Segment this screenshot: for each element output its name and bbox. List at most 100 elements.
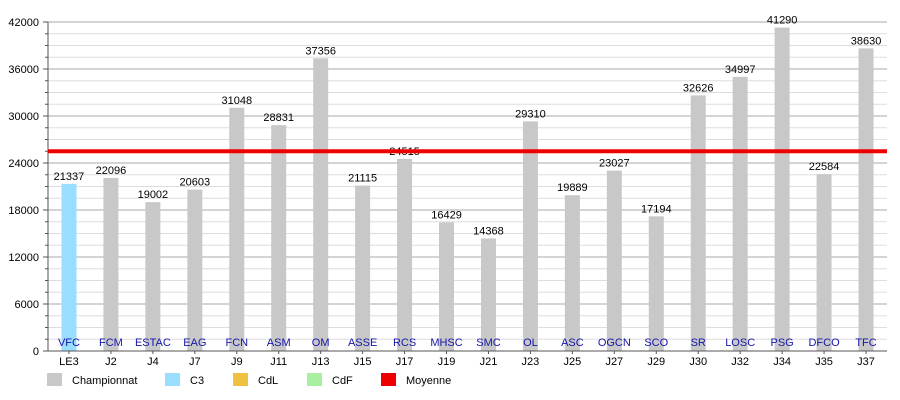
bar bbox=[439, 222, 455, 351]
team-label: EAG bbox=[183, 337, 206, 349]
bar bbox=[732, 76, 748, 351]
legend-swatch bbox=[307, 373, 322, 386]
x-tick-label: J35 bbox=[815, 356, 833, 368]
data-label: 19002 bbox=[138, 189, 169, 201]
data-label: 38630 bbox=[851, 35, 882, 47]
x-tick-label: J37 bbox=[857, 356, 875, 368]
team-label: ASC bbox=[561, 337, 584, 349]
data-label: 22096 bbox=[96, 165, 127, 177]
x-axis: LE3 J2 J4 J7 J9 J11 J13 J15 J17 J19 J21 J23 J25 J27 J2… bbox=[48, 350, 887, 368]
data-label: 37356 bbox=[305, 45, 336, 57]
bar bbox=[606, 170, 622, 351]
team-label: PSG bbox=[771, 337, 794, 349]
bar bbox=[397, 158, 413, 351]
data-label: 21337 bbox=[54, 171, 85, 183]
bar bbox=[187, 189, 203, 351]
x-tick-label: J34 bbox=[773, 356, 791, 368]
legend-swatch bbox=[381, 373, 396, 386]
legend-swatch bbox=[233, 373, 248, 386]
x-tick-label: J25 bbox=[564, 356, 582, 368]
bar bbox=[313, 58, 329, 352]
bar bbox=[564, 195, 580, 351]
legend-label: Moyenne bbox=[406, 375, 451, 387]
data-label: 22584 bbox=[809, 161, 840, 173]
x-tick-label: J2 bbox=[105, 356, 117, 368]
team-label: FCN bbox=[225, 337, 248, 349]
x-tick-label: J30 bbox=[689, 356, 707, 368]
team-label: OGCN bbox=[598, 337, 631, 349]
team-label: ASSE bbox=[348, 337, 377, 349]
data-label: 19889 bbox=[557, 182, 588, 194]
bar bbox=[229, 107, 245, 351]
data-label: 14368 bbox=[473, 225, 504, 237]
team-label: SMC bbox=[476, 337, 501, 349]
bar bbox=[480, 238, 496, 351]
bars: 21337 VFC 22096 FCM 19002 ESTAC 20603 EAG 31048 F… bbox=[54, 15, 882, 352]
data-label: 21115 bbox=[348, 173, 377, 185]
grid-lines bbox=[48, 21, 887, 352]
x-tick-label: LE3 bbox=[59, 356, 79, 368]
team-label: SR bbox=[691, 337, 706, 349]
data-label: 16429 bbox=[431, 209, 462, 221]
x-tick-label: J9 bbox=[231, 356, 243, 368]
x-tick-label: J32 bbox=[731, 356, 749, 368]
legend-label: C3 bbox=[190, 375, 204, 387]
x-tick-label: J21 bbox=[480, 356, 498, 368]
bar bbox=[103, 177, 119, 351]
team-label: VFC bbox=[58, 337, 80, 349]
data-label: 17194 bbox=[641, 203, 672, 215]
x-tick-label: J7 bbox=[189, 356, 201, 368]
legend-label: CdL bbox=[258, 375, 278, 387]
team-label: ESTAC bbox=[135, 337, 171, 349]
data-label: 29310 bbox=[515, 108, 546, 120]
bar bbox=[774, 27, 790, 351]
bar bbox=[61, 183, 77, 351]
team-label: RCS bbox=[393, 337, 416, 349]
bar bbox=[648, 216, 664, 351]
legend: Championnat C3 CdL CdF Moyenne bbox=[47, 373, 451, 387]
data-label: 32626 bbox=[683, 82, 714, 94]
y-tick-label: 30000 bbox=[8, 111, 39, 123]
y-tick-label: 42000 bbox=[8, 17, 39, 29]
data-label: 20603 bbox=[180, 177, 211, 189]
legend-label: Championnat bbox=[72, 375, 137, 387]
bar bbox=[355, 185, 371, 351]
y-axis: 0 6000 12000 18000 24000 30000 36000 42000 bbox=[8, 17, 49, 358]
y-tick-label: 18000 bbox=[8, 205, 39, 217]
x-tick-label: J27 bbox=[605, 356, 623, 368]
team-label: TFC bbox=[855, 337, 876, 349]
team-label: DFCO bbox=[808, 337, 840, 349]
x-tick-label: J23 bbox=[522, 356, 540, 368]
y-tick-label: 24000 bbox=[8, 158, 39, 170]
x-tick-label: J17 bbox=[396, 356, 414, 368]
y-tick-label: 36000 bbox=[8, 64, 39, 76]
x-tick-label: J29 bbox=[647, 356, 665, 368]
team-label: LOSC bbox=[725, 337, 755, 349]
team-label: OL bbox=[523, 337, 538, 349]
y-tick-label: 0 bbox=[33, 346, 39, 358]
bar bbox=[690, 95, 706, 352]
legend-swatch bbox=[47, 373, 62, 386]
x-tick-label: J19 bbox=[438, 356, 456, 368]
y-tick-label: 6000 bbox=[15, 299, 39, 311]
bar bbox=[816, 174, 832, 351]
team-label: ASM bbox=[267, 337, 291, 349]
x-tick-label: J4 bbox=[147, 356, 159, 368]
data-label: 23027 bbox=[599, 158, 630, 170]
x-tick-label: J15 bbox=[354, 356, 372, 368]
legend-swatch bbox=[165, 373, 180, 386]
x-tick-label: J13 bbox=[312, 356, 330, 368]
bar bbox=[858, 48, 874, 351]
x-tick-label: J11 bbox=[270, 356, 287, 368]
bar bbox=[145, 202, 161, 351]
team-label: SCO bbox=[644, 337, 668, 349]
legend-label: CdF bbox=[332, 375, 353, 387]
y-tick-label: 12000 bbox=[8, 252, 39, 264]
data-label: 34997 bbox=[725, 64, 756, 76]
team-label: MHSC bbox=[430, 337, 462, 349]
data-label: 41290 bbox=[767, 15, 798, 27]
bar bbox=[522, 121, 538, 351]
team-label: OM bbox=[312, 337, 330, 349]
team-label: FCM bbox=[99, 337, 123, 349]
